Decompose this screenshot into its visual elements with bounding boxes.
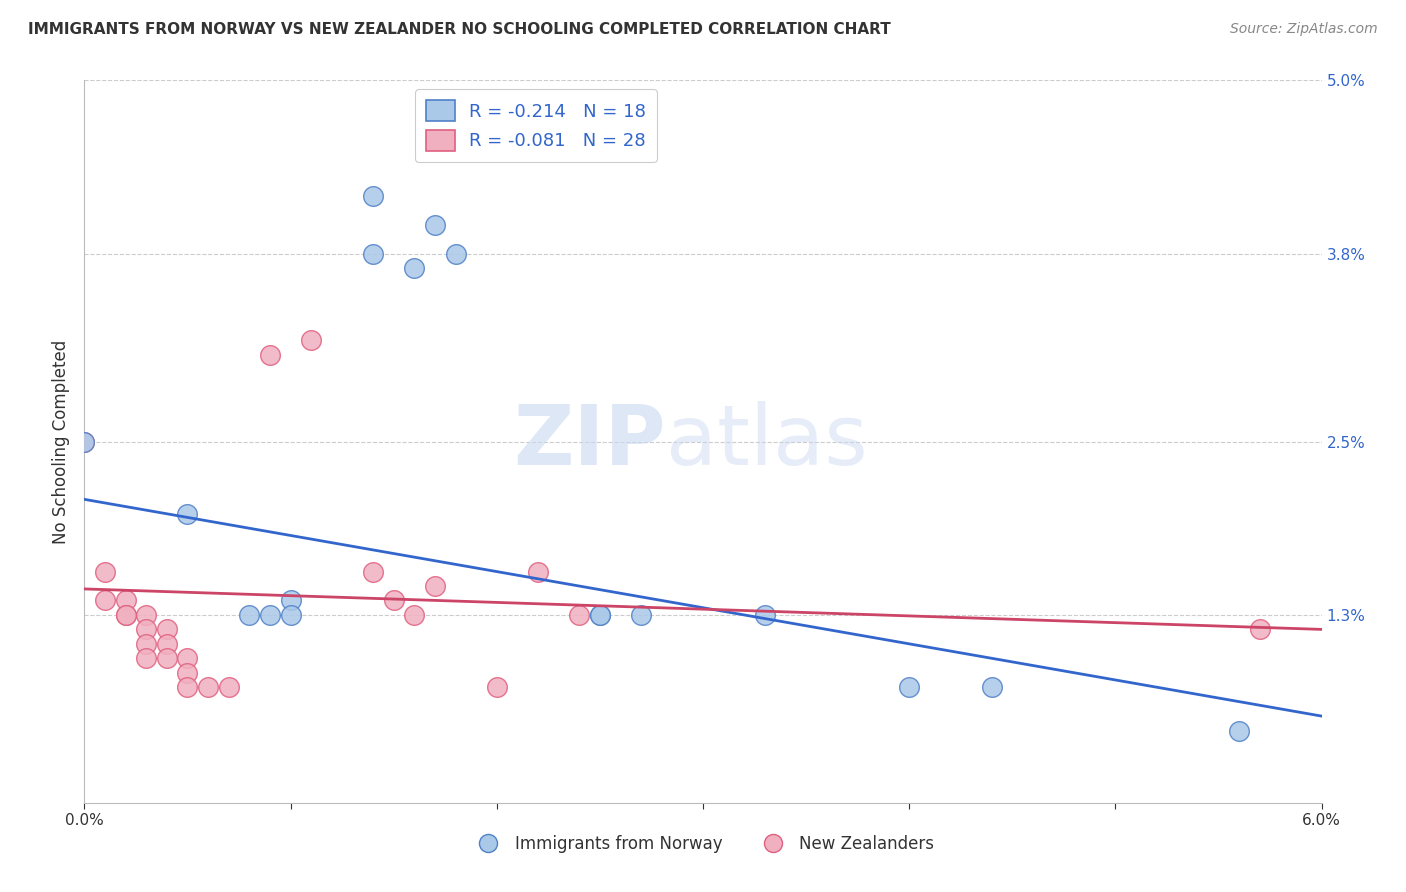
Point: [197, 680, 219, 694]
Point: [135, 623, 157, 637]
Point: [382, 593, 405, 607]
Point: [568, 607, 591, 622]
Point: [135, 651, 157, 665]
Point: [754, 607, 776, 622]
Point: [94, 565, 117, 579]
Point: [898, 680, 921, 694]
Point: [589, 607, 612, 622]
Point: [527, 565, 550, 579]
Point: [156, 623, 179, 637]
Point: [361, 565, 384, 579]
Point: [404, 261, 426, 276]
Point: [176, 507, 198, 521]
Point: [135, 637, 157, 651]
Point: [280, 593, 302, 607]
Point: [404, 607, 426, 622]
Point: [423, 579, 446, 593]
Point: [630, 607, 652, 622]
Point: [361, 246, 384, 260]
Point: [1249, 623, 1271, 637]
Point: [176, 680, 198, 694]
Point: [259, 348, 281, 362]
Point: [218, 680, 240, 694]
Point: [444, 246, 467, 260]
Point: [73, 434, 96, 449]
Text: ZIP: ZIP: [513, 401, 666, 482]
Point: [980, 680, 1002, 694]
Point: [423, 218, 446, 232]
Point: [485, 680, 508, 694]
Point: [156, 637, 179, 651]
Point: [176, 665, 198, 680]
Text: Source: ZipAtlas.com: Source: ZipAtlas.com: [1230, 22, 1378, 37]
Point: [114, 593, 136, 607]
Point: [280, 607, 302, 622]
Legend: Immigrants from Norway, New Zealanders: Immigrants from Norway, New Zealanders: [465, 828, 941, 860]
Text: atlas: atlas: [666, 401, 868, 482]
Point: [1227, 723, 1250, 738]
Point: [114, 607, 136, 622]
Point: [135, 607, 157, 622]
Point: [259, 607, 281, 622]
Y-axis label: No Schooling Completed: No Schooling Completed: [52, 340, 70, 543]
Point: [299, 334, 322, 348]
Point: [114, 607, 136, 622]
Point: [73, 434, 96, 449]
Point: [156, 651, 179, 665]
Point: [176, 651, 198, 665]
Text: IMMIGRANTS FROM NORWAY VS NEW ZEALANDER NO SCHOOLING COMPLETED CORRELATION CHART: IMMIGRANTS FROM NORWAY VS NEW ZEALANDER …: [28, 22, 891, 37]
Point: [589, 607, 612, 622]
Point: [94, 593, 117, 607]
Point: [361, 189, 384, 203]
Point: [238, 607, 260, 622]
